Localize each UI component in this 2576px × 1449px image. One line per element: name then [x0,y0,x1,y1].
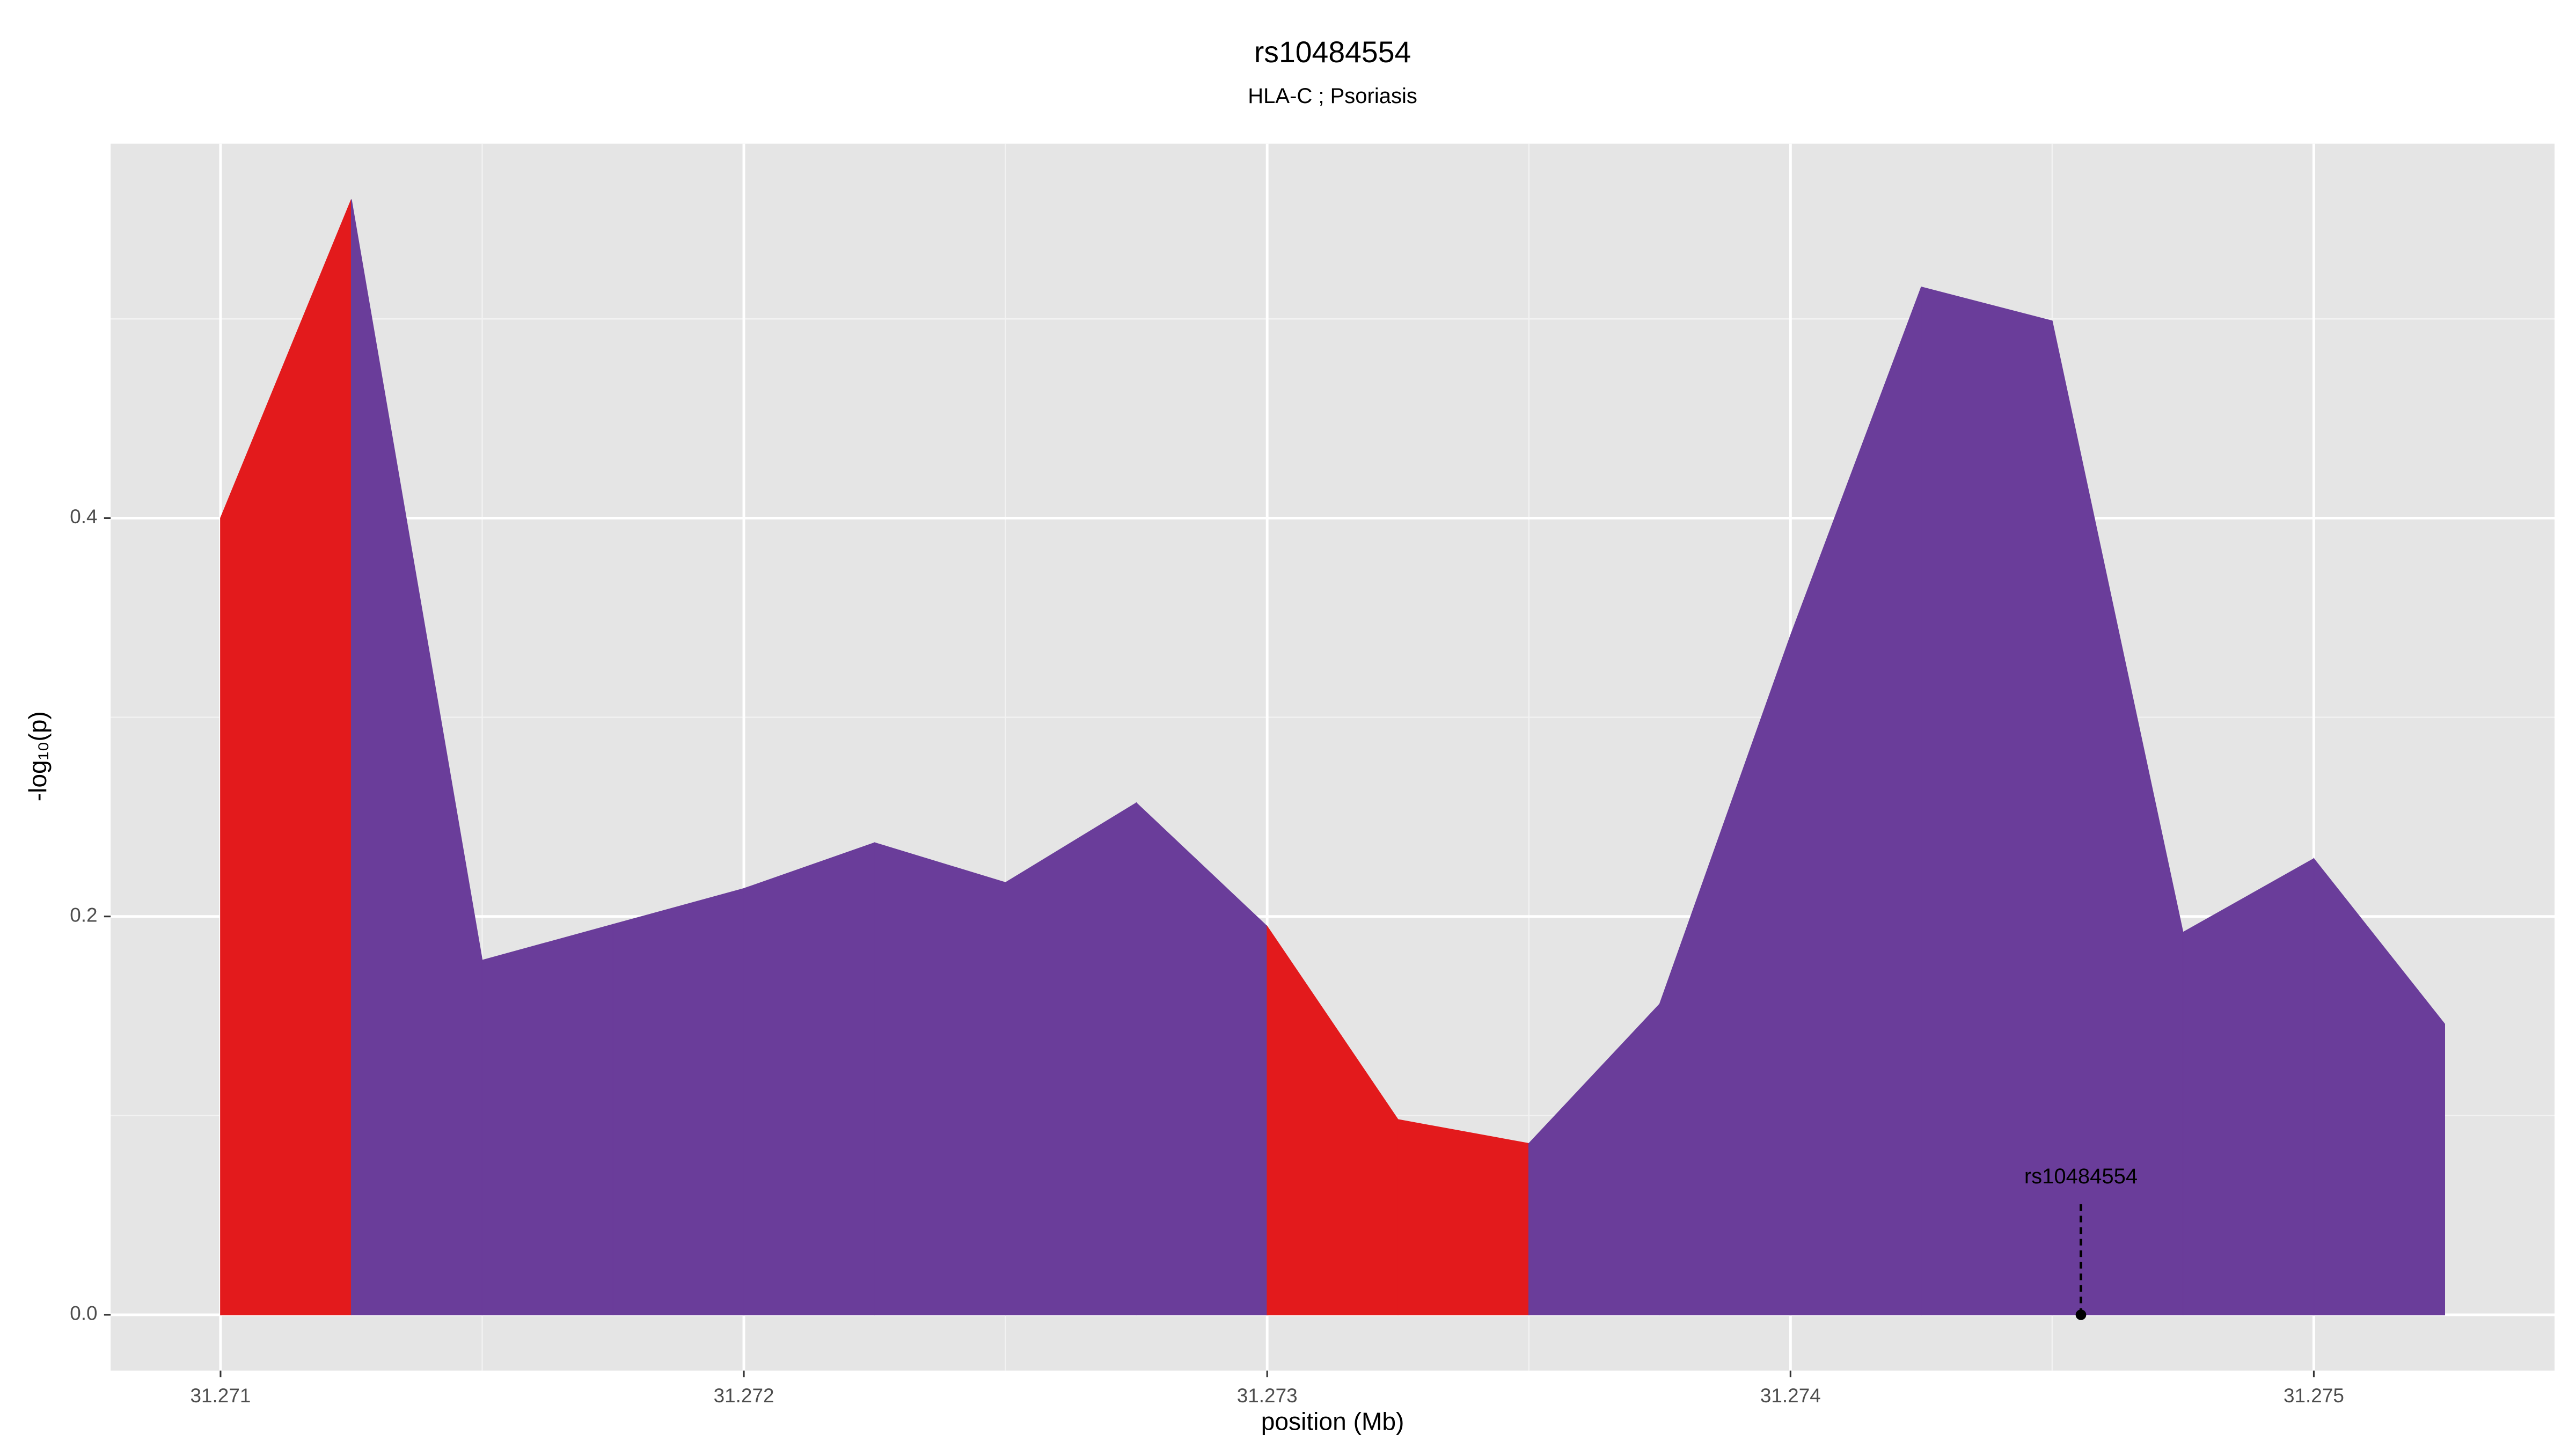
annotation-point [2075,1309,2087,1320]
area-segment [2313,857,2445,1315]
area-segment [1921,286,2053,1315]
x-tick-label: 31.275 [2284,1385,2344,1407]
area-segment [743,842,875,1315]
area-segment [1005,802,1137,1315]
y-axis-label: -log₁₀(p) [24,711,52,801]
chart-subtitle: HLA-C ; Psoriasis [1248,84,1417,108]
area-segment [481,924,614,1315]
x-tick-label: 31.272 [714,1385,774,1407]
area-segment [874,842,1006,1315]
y-tick-label: 0.0 [70,1302,97,1324]
x-tick-label: 31.273 [1237,1385,1298,1407]
x-tick-label: 31.274 [1760,1385,1821,1407]
y-tick-label: 0.2 [70,904,97,926]
area-segment [1397,1119,1529,1315]
y-tick-label: 0.4 [70,506,97,528]
chart-title: rs10484554 [1254,35,1411,69]
area-segment [612,888,744,1315]
x-tick-label: 31.271 [190,1385,251,1407]
x-axis-label: position (Mb) [1261,1407,1404,1435]
annotation-label: rs10484554 [2024,1165,2138,1188]
area-segment [2182,858,2315,1315]
